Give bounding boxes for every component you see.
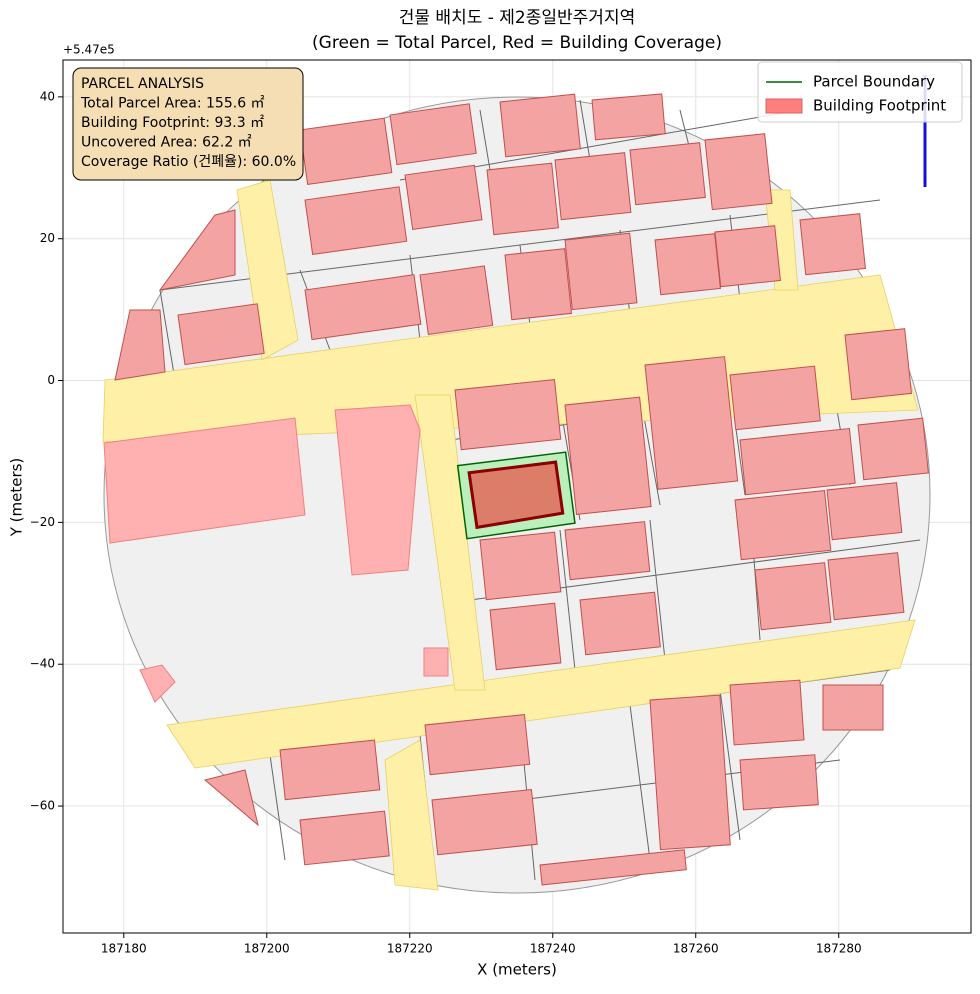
y-tick-label: −40 bbox=[30, 657, 55, 671]
annotation-line: Building Footprint: 93.3 ㎡ bbox=[81, 115, 264, 131]
x-tick-label: 187240 bbox=[530, 942, 576, 956]
annotation-line: Coverage Ratio (건폐율): 60.0% bbox=[81, 154, 296, 170]
chart-title: 건물 배치도 - 제2종일반주거지역 bbox=[399, 8, 635, 28]
annotation-line: PARCEL ANALYSIS bbox=[81, 76, 204, 92]
road bbox=[414, 394, 486, 691]
y-tick-label: −60 bbox=[30, 799, 55, 813]
x-axis-label: X (meters) bbox=[477, 961, 557, 979]
y-tick-label: 20 bbox=[40, 231, 55, 245]
road bbox=[236, 179, 299, 361]
x-tick-label: 187280 bbox=[816, 942, 862, 956]
legend-entries: Parcel Boundary Building Footprint bbox=[765, 73, 946, 115]
annotation-box bbox=[72, 67, 304, 181]
y-tick-label: −20 bbox=[30, 515, 55, 529]
annotation: PARCEL ANALYSIS Total Parcel Area: 155.6 … bbox=[80, 76, 296, 170]
annotation-line: Total Parcel Area: 155.6 ㎡ bbox=[80, 96, 265, 112]
x-tick-label: 187180 bbox=[101, 942, 147, 956]
plot-frame bbox=[62, 59, 972, 934]
y-offset-label: +5.47e5 bbox=[63, 43, 115, 57]
y-axis-label: Y (meters) bbox=[8, 458, 26, 538]
x-tick-label: 187220 bbox=[387, 942, 433, 956]
chart-subtitle: (Green = Total Parcel, Red = Building Co… bbox=[312, 33, 722, 53]
legend-label: Building Footprint bbox=[813, 97, 946, 115]
road bbox=[384, 739, 439, 891]
parcel-polygon bbox=[467, 460, 565, 530]
legend-patch bbox=[765, 98, 803, 114]
parcel-layer bbox=[456, 451, 576, 540]
buildings bbox=[103, 93, 929, 886]
x-tick-label: 187200 bbox=[244, 942, 290, 956]
y-tick-label: 40 bbox=[40, 89, 55, 103]
legend-label: Parcel Boundary bbox=[813, 73, 935, 91]
x-tick-label: 187260 bbox=[673, 942, 719, 956]
annotation-line: Uncovered Area: 62.2 ㎡ bbox=[81, 135, 252, 151]
road bbox=[166, 619, 916, 769]
legend bbox=[757, 61, 963, 123]
y-tick-label: 0 bbox=[47, 373, 55, 387]
